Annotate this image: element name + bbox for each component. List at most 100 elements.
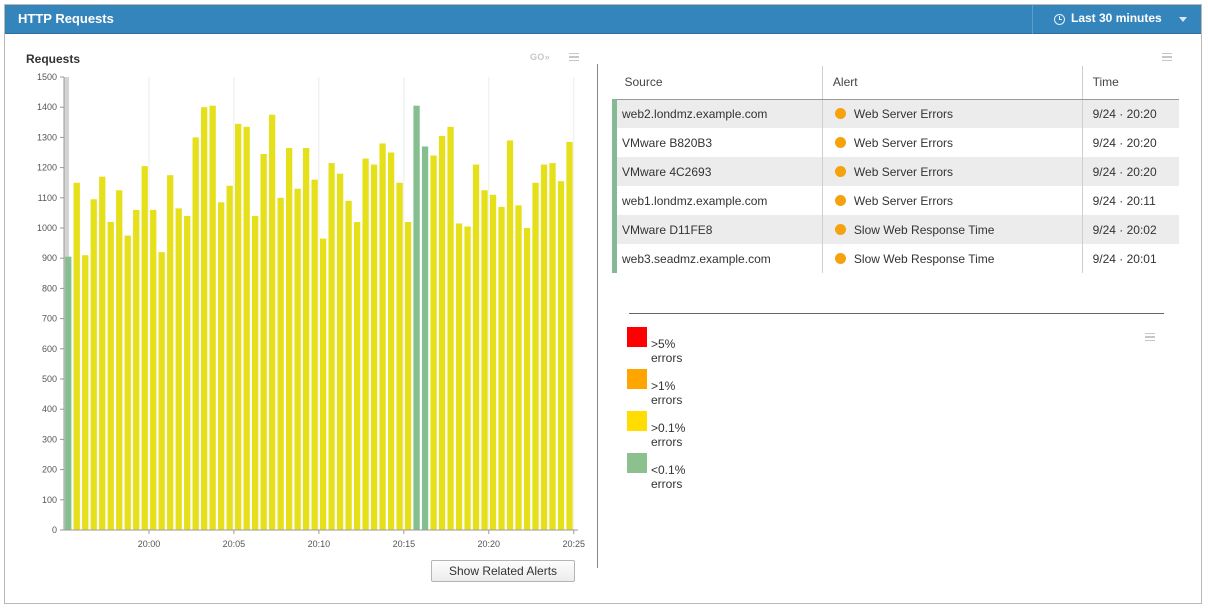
table-row[interactable]: web2.londmz.example.com Web Server Errors…: [612, 99, 1179, 128]
legend-swatch: [627, 411, 647, 431]
chart-title: Requests: [26, 52, 81, 66]
alert-time: 9/24 · 20:20: [1081, 128, 1179, 157]
chart-bar: [506, 140, 514, 531]
table-row[interactable]: web3.seadmz.example.com Slow Web Response…: [612, 244, 1179, 273]
chart-bar: [421, 146, 429, 530]
table-row[interactable]: web1.londmz.example.com Web Server Errors…: [612, 186, 1179, 215]
alert-source[interactable]: web1.londmz.example.com: [612, 186, 823, 215]
chart-bar: [235, 123, 242, 530]
y-tick-label: 800: [42, 283, 57, 293]
chart-bar: [438, 135, 446, 530]
widget-title: HTTP Requests: [18, 11, 114, 26]
chart-bar: [99, 176, 106, 530]
chart-menu-icon[interactable]: [569, 53, 579, 61]
chart-bar: [447, 126, 454, 530]
y-tick-label: 0: [52, 525, 57, 535]
chart-bar: [532, 182, 539, 530]
alert-time: 9/24 · 20:02: [1081, 215, 1179, 244]
chart-bar: [209, 105, 216, 530]
chart-bar: [90, 199, 97, 530]
chart-bar: [311, 179, 318, 530]
alert-label: Web Server Errors: [853, 164, 954, 179]
table-row[interactable]: VMware D11FE8 Slow Web Response Time 9/24 …: [612, 215, 1179, 244]
alert-source[interactable]: VMware D11FE8: [612, 215, 823, 244]
chart-bar: [328, 163, 335, 530]
chart-bar: [404, 221, 412, 530]
chart-bar: [353, 221, 361, 530]
chart-bar: [345, 200, 352, 530]
alerts-table: Source Alert Time web2.londmz.example.co…: [612, 66, 1179, 273]
alert-source[interactable]: VMware 4C2693: [612, 157, 823, 186]
legend-label: <0.1% errors: [651, 463, 686, 491]
y-tick-label: 1400: [37, 102, 57, 112]
chart-bar: [175, 208, 182, 530]
column-header-source[interactable]: Source: [614, 66, 823, 100]
y-tick-label: 1500: [37, 72, 57, 82]
chart-bar: [285, 147, 293, 530]
y-tick-label: 900: [42, 253, 57, 263]
legend-label: >0.1% errors: [651, 421, 686, 449]
chart-bar: [387, 152, 395, 530]
alert-source[interactable]: web2.londmz.example.com: [612, 99, 823, 128]
alert-name: Web Server Errors: [821, 157, 1083, 186]
y-tick-label: 100: [42, 495, 57, 505]
time-range-dropdown[interactable]: Last 30 minutes: [1032, 5, 1201, 34]
legend-label: >5% errors: [651, 337, 683, 365]
legend-swatch: [627, 369, 647, 389]
y-tick-label: 1200: [37, 163, 57, 173]
legend-label: >1% errors: [651, 379, 683, 407]
chart-bar: [107, 221, 114, 530]
alert-name: Slow Web Response Time: [821, 215, 1083, 244]
clock-icon: [1054, 14, 1065, 25]
chart-bar: [515, 205, 522, 530]
chart-bar: [150, 209, 157, 530]
column-header-alert[interactable]: Alert: [821, 66, 1083, 100]
requests-bar-chart: 0 100 200 300 400 500 600 700 800 900 1000 1100 1200…: [37, 72, 585, 549]
chart-bar: [557, 181, 565, 530]
chart-bar: [523, 228, 531, 530]
show-related-alerts-button[interactable]: Show Related Alerts: [431, 560, 575, 582]
x-tick-label: 20:05: [223, 539, 246, 549]
chart-bar: [481, 190, 488, 530]
alert-label: Slow Web Response Time: [853, 222, 995, 237]
alert-name: Web Server Errors: [821, 99, 1083, 128]
x-tick-label: 20:10: [308, 539, 331, 549]
chart-bar: [260, 154, 267, 530]
chart-bar: [498, 206, 505, 531]
x-tick-label: 20:00: [138, 539, 161, 549]
alert-label: Slow Web Response Time: [853, 251, 995, 266]
alert-source[interactable]: web3.seadmz.example.com: [612, 244, 823, 273]
chart-bar: [65, 256, 72, 530]
chart-bar: [430, 155, 437, 530]
table-row[interactable]: VMware B820B3 Web Server Errors 9/24 · 20:…: [612, 128, 1179, 157]
y-tick-label: 600: [42, 344, 57, 354]
legend-menu-icon[interactable]: [1145, 333, 1155, 341]
alert-source[interactable]: VMware B820B3: [612, 128, 823, 157]
legend-swatch: [627, 327, 647, 347]
time-range-label: Last 30 minutes: [1071, 11, 1162, 25]
x-tick-label: 20:20: [478, 539, 501, 549]
chart-bar: [192, 137, 199, 530]
severity-dot-icon: [834, 165, 846, 177]
chart-bar: [336, 173, 344, 530]
table-row[interactable]: VMware 4C2693 Web Server Errors 9/24 · 20:…: [612, 157, 1179, 186]
alerts-menu-icon[interactable]: [1162, 53, 1172, 61]
chevron-down-icon: [1179, 17, 1187, 22]
chart-bar: [362, 158, 369, 531]
chart-bar: [252, 215, 259, 531]
alert-label: Web Server Errors: [853, 106, 954, 121]
y-tick-label: 700: [42, 314, 57, 324]
go-link[interactable]: GO»: [530, 52, 550, 62]
chart-bar: [269, 114, 276, 530]
chart-bar: [540, 164, 548, 530]
chart-bar: [167, 175, 174, 530]
chart-bar: [302, 147, 310, 530]
column-header-time[interactable]: Time: [1081, 66, 1179, 100]
chart-bar: [124, 235, 131, 531]
y-tick-label: 1300: [37, 132, 57, 142]
y-tick-label: 200: [42, 465, 57, 475]
chart-bar: [116, 190, 123, 530]
chart-bar: [472, 164, 480, 530]
chart-bar: [549, 163, 556, 530]
y-tick-label: 500: [42, 374, 57, 384]
